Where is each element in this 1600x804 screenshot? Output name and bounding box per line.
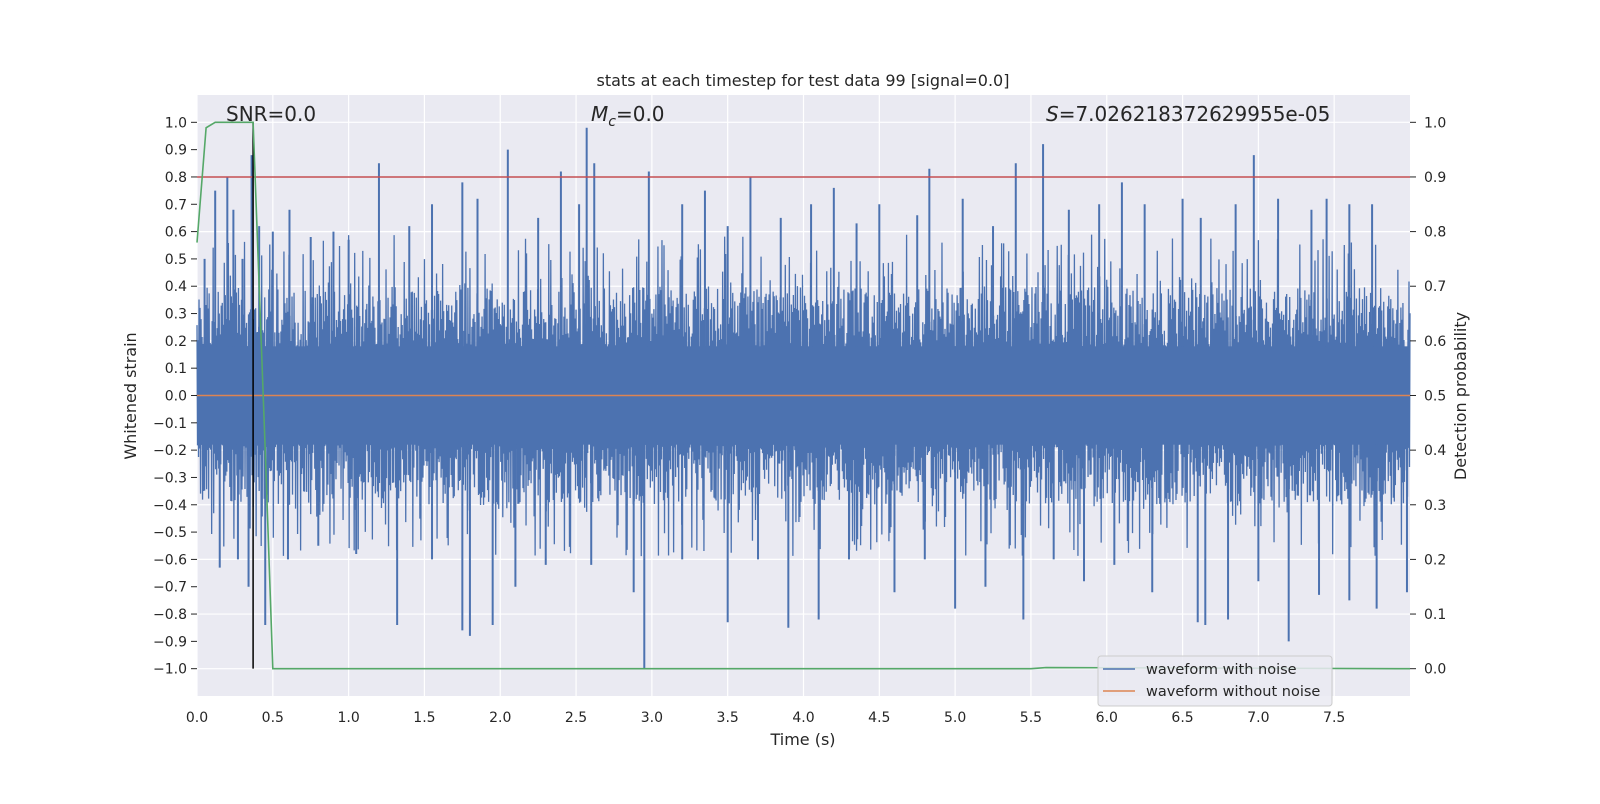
- legend: waveform with noise waveform without noi…: [1097, 655, 1333, 707]
- x-tick-label-13: 6.5: [1171, 710, 1193, 726]
- series-detection-probability: [196, 121, 1411, 670]
- y-axis-ticks: 1.0 0.9 0.8 0.7 0.6 0.5 0.4 0.3 0.2 0.1 0.0 −0.1 −0.…: [153, 115, 197, 678]
- y-tick-label-6: 0.4: [165, 279, 187, 295]
- x-axis-ticks: 0.0 0.5 1.0 1.5 2.0 2.5 3.0 3.5 4.0 4.5 5.0 5.5 6.0 6…: [186, 710, 1345, 726]
- legend-label-waveform-with-noise: waveform with noise: [1146, 662, 1297, 678]
- legend-frame: [1097, 655, 1333, 707]
- y-tick-label-20: −1.0: [153, 662, 187, 678]
- x-tick-label-12: 6.0: [1096, 710, 1118, 726]
- x-tick-label-3: 1.5: [413, 710, 435, 726]
- right-tick-label-10: 0.0: [1424, 662, 1446, 678]
- x-tick-label-2: 1.0: [337, 710, 359, 726]
- x-tick-label-4: 2.0: [489, 710, 511, 726]
- score-annotation: S=7.026218372629955e-05: [1046, 102, 1330, 126]
- right-tick-label-3: 0.7: [1424, 279, 1446, 295]
- y-tick-label-15: −0.5: [153, 525, 187, 541]
- y-tick-label-11: −0.1: [153, 416, 187, 432]
- x-axis-label: Time (s): [769, 730, 835, 749]
- y-tick-label-10: 0.0: [165, 389, 187, 405]
- score-value: =7.026218372629955e-05: [1059, 102, 1331, 126]
- right-tick-label-4: 0.6: [1424, 334, 1446, 350]
- right-tick-label-8: 0.2: [1424, 552, 1446, 568]
- right-tick-label-1: 0.9: [1424, 170, 1446, 186]
- y-tick-label-18: −0.8: [153, 607, 187, 623]
- y-tick-label-4: 0.6: [165, 225, 187, 241]
- legend-label-waveform-without-noise: waveform without noise: [1146, 684, 1320, 700]
- chart-title: stats at each timestep for test data 99 …: [597, 71, 1010, 90]
- y-tick-label-3: 0.7: [165, 197, 187, 213]
- y-tick-label-1: 0.9: [165, 143, 187, 159]
- y-tick-label-12: −0.2: [153, 443, 187, 459]
- y-tick-label-2: 0.8: [165, 170, 187, 186]
- x-tick-label-5: 2.5: [565, 710, 587, 726]
- x-tick-label-15: 7.5: [1323, 710, 1345, 726]
- series-layer: [196, 121, 1411, 670]
- x-tick-label-11: 5.5: [1020, 710, 1042, 726]
- score-symbol: S: [1046, 102, 1059, 126]
- right-tick-label-0: 1.0: [1424, 115, 1446, 131]
- chirp-mass-symbol: M: [591, 102, 608, 126]
- y-tick-label-16: −0.6: [153, 552, 187, 568]
- right-axis-ticks: 1.0 0.9 0.8 0.7 0.6 0.5 0.4 0.3 0.2 0.1 0.0: [1410, 115, 1446, 678]
- y-tick-label-8: 0.2: [165, 334, 187, 350]
- y-tick-label-14: −0.4: [153, 498, 187, 514]
- right-tick-label-7: 0.3: [1424, 498, 1446, 514]
- x-tick-label-7: 3.5: [717, 710, 739, 726]
- x-tick-label-10: 5.0: [944, 710, 966, 726]
- x-tick-label-6: 3.0: [641, 710, 663, 726]
- y-axis-label: Whitened strain: [121, 332, 140, 459]
- x-tick-label-8: 4.0: [792, 710, 814, 726]
- x-tick-label-0: 0.0: [186, 710, 208, 726]
- y-tick-label-5: 0.5: [165, 252, 187, 268]
- y-tick-label-9: 0.1: [165, 361, 187, 377]
- snr-annotation: SNR=0.0: [226, 102, 316, 126]
- right-tick-label-5: 0.5: [1424, 389, 1446, 405]
- right-tick-label-6: 0.4: [1424, 443, 1446, 459]
- y-tick-label-19: −0.9: [153, 634, 187, 650]
- chirp-mass-annotation: Mc=0.0: [591, 102, 665, 130]
- right-tick-label-2: 0.8: [1424, 225, 1446, 241]
- right-axis-label: Detection probability: [1451, 312, 1470, 480]
- chirp-mass-subscript: c: [608, 114, 616, 130]
- right-tick-label-9: 0.1: [1424, 607, 1446, 623]
- x-tick-label-14: 7.0: [1247, 710, 1269, 726]
- y-tick-label-13: −0.3: [153, 470, 187, 486]
- chirp-mass-value: =0.0: [616, 102, 665, 126]
- x-tick-label-9: 4.5: [868, 710, 890, 726]
- y-tick-label-0: 1.0: [165, 115, 187, 131]
- y-tick-label-17: −0.7: [153, 580, 187, 596]
- y-tick-label-7: 0.3: [165, 307, 187, 323]
- x-tick-label-1: 0.5: [262, 710, 284, 726]
